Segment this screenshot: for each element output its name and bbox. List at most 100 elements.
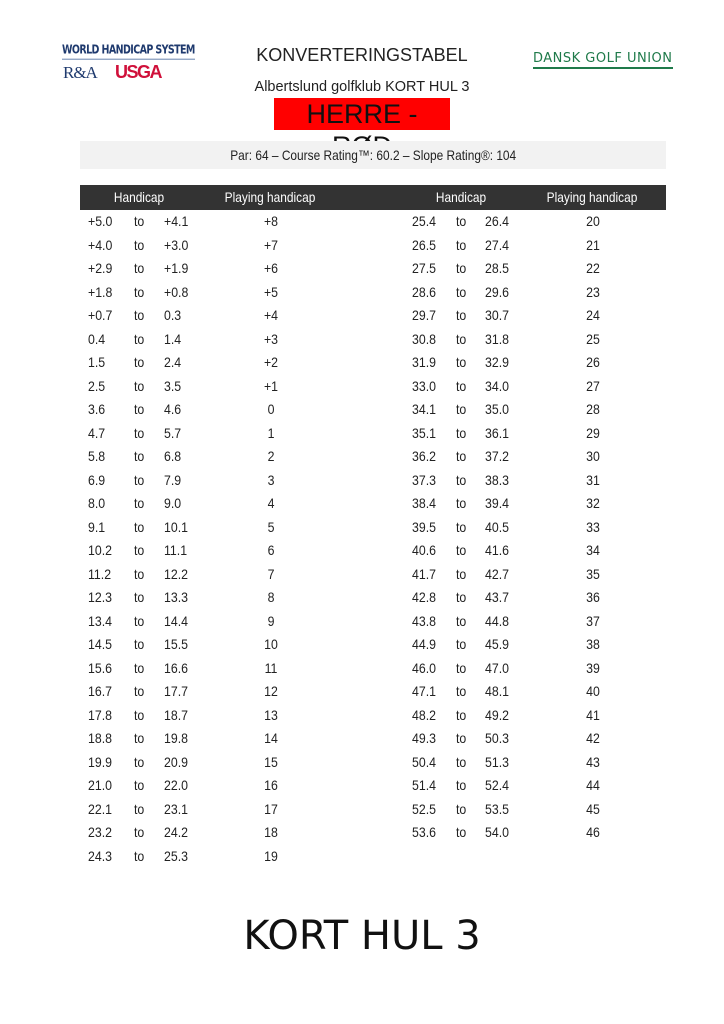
handicap-from: 52.5: [412, 800, 436, 817]
separator-to: to: [134, 659, 145, 676]
handicap-to: 17.7: [164, 683, 188, 699]
separator-to: to: [456, 260, 467, 276]
handicap-from: 47.1: [412, 683, 436, 699]
ratings-text: Par: 64 – Course Rating™: 60.2 – Slope R…: [230, 147, 516, 163]
playing-handicap: 3: [267, 471, 275, 488]
handicap-from: 30.8: [412, 330, 436, 347]
handicap-from: 49.3: [412, 730, 436, 746]
handicap-from: 16.7: [88, 683, 112, 699]
handicap-to: 11.1: [164, 542, 188, 558]
separator-to: to: [134, 236, 145, 253]
handicap-from: 38.4: [412, 495, 436, 511]
separator-to: to: [134, 518, 145, 535]
handicap-from: 19.9: [88, 753, 112, 770]
handicap-from: 39.5: [412, 518, 436, 535]
separator-to: to: [134, 706, 145, 723]
separator-to: to: [134, 636, 145, 652]
handicap-to: 9.0: [164, 495, 182, 511]
handicap-from: 28.6: [412, 283, 436, 300]
handicap-to: 31.8: [485, 330, 509, 347]
handicap-to: 16.6: [164, 659, 188, 676]
playing-handicap: 16: [264, 777, 278, 793]
handicap-from: 51.4: [412, 777, 436, 793]
playing-handicap: 13: [264, 706, 278, 723]
handicap-to: 50.3: [485, 730, 509, 746]
handicap-to: 48.1: [485, 683, 509, 699]
table-header: Handicap Playing handicap Handicap Playi…: [80, 185, 666, 210]
playing-handicap: 20: [586, 213, 600, 229]
playing-handicap: 45: [586, 800, 600, 817]
handicap-to: 32.9: [485, 354, 509, 370]
handicap-from: 17.8: [88, 706, 112, 723]
handicap-to: 3.5: [164, 377, 182, 394]
separator-to: to: [134, 424, 145, 441]
ratings-bar: Par: 64 – Course Rating™: 60.2 – Slope R…: [80, 141, 666, 169]
handicap-from: 33.0: [412, 377, 436, 394]
playing-handicap: 15: [264, 753, 278, 770]
column-header-playing-handicap-2: Playing handicap: [546, 189, 638, 205]
separator-to: to: [134, 753, 145, 770]
handicap-to: 35.0: [485, 401, 509, 417]
playing-handicap: +4: [263, 307, 279, 323]
separator-to: to: [134, 730, 145, 746]
separator-to: to: [134, 307, 145, 323]
handicap-to: +4.1: [164, 213, 189, 229]
separator-to: to: [134, 283, 145, 300]
playing-handicap: 0: [267, 401, 275, 417]
handicap-from: 4.7: [88, 424, 106, 441]
handicap-to: 15.5: [164, 636, 188, 652]
handicap-from: +5.0: [88, 213, 113, 229]
playing-handicap: 33: [586, 518, 600, 535]
handicap-to: 39.4: [485, 495, 509, 511]
column-header-handicap: Handicap: [113, 189, 165, 205]
handicap-from: +1.8: [88, 283, 113, 300]
separator-to: to: [456, 518, 467, 535]
separator-to: to: [134, 800, 145, 817]
footer-title: KORT HUL 3: [243, 913, 481, 959]
handicap-to: 2.4: [164, 354, 182, 370]
handicap-from: 13.4: [88, 612, 112, 629]
separator-to: to: [456, 824, 467, 840]
separator-to: to: [456, 377, 467, 394]
handicap-from: 26.5: [412, 236, 436, 253]
playing-handicap: 28: [586, 401, 600, 417]
playing-handicap: 6: [267, 542, 275, 558]
playing-handicap: 37: [586, 612, 600, 629]
playing-handicap: 19: [264, 847, 278, 864]
separator-to: to: [134, 401, 145, 417]
separator-to: to: [456, 730, 467, 746]
tee-label: HERRE - RØD: [274, 98, 450, 161]
handicap-to: 28.5: [485, 260, 509, 276]
handicap-to: 7.9: [164, 471, 182, 488]
separator-to: to: [134, 589, 145, 605]
separator-to: to: [134, 377, 145, 394]
handicap-to: 53.5: [485, 800, 509, 817]
playing-handicap: 22: [586, 260, 600, 276]
dansk-golf-union-logo: DANSK GOLF UNION: [533, 51, 673, 69]
handicap-to: +3.0: [164, 236, 189, 253]
handicap-to: 14.4: [164, 612, 188, 629]
separator-to: to: [456, 542, 467, 558]
handicap-to: 49.2: [485, 706, 509, 723]
separator-to: to: [456, 777, 467, 793]
separator-to: to: [134, 565, 145, 582]
separator-to: to: [134, 847, 145, 864]
handicap-from: 3.6: [88, 401, 106, 417]
playing-handicap: 4: [267, 495, 275, 511]
separator-to: to: [134, 542, 145, 558]
handicap-to: 0.3: [164, 307, 182, 323]
handicap-from: 43.8: [412, 612, 436, 629]
playing-handicap: 25: [586, 330, 600, 347]
playing-handicap: 12: [264, 683, 278, 699]
separator-to: to: [134, 354, 145, 370]
handicap-to: 30.7: [485, 307, 509, 323]
separator-to: to: [456, 800, 467, 817]
handicap-to: +1.9: [164, 260, 189, 276]
handicap-from: +0.7: [88, 307, 113, 323]
column-header-playing-handicap: Playing handicap: [224, 189, 316, 205]
handicap-from: 46.0: [412, 659, 436, 676]
separator-to: to: [456, 589, 467, 605]
handicap-from: 36.2: [412, 448, 436, 464]
handicap-from: 8.0: [88, 495, 106, 511]
playing-handicap: 27: [586, 377, 600, 394]
